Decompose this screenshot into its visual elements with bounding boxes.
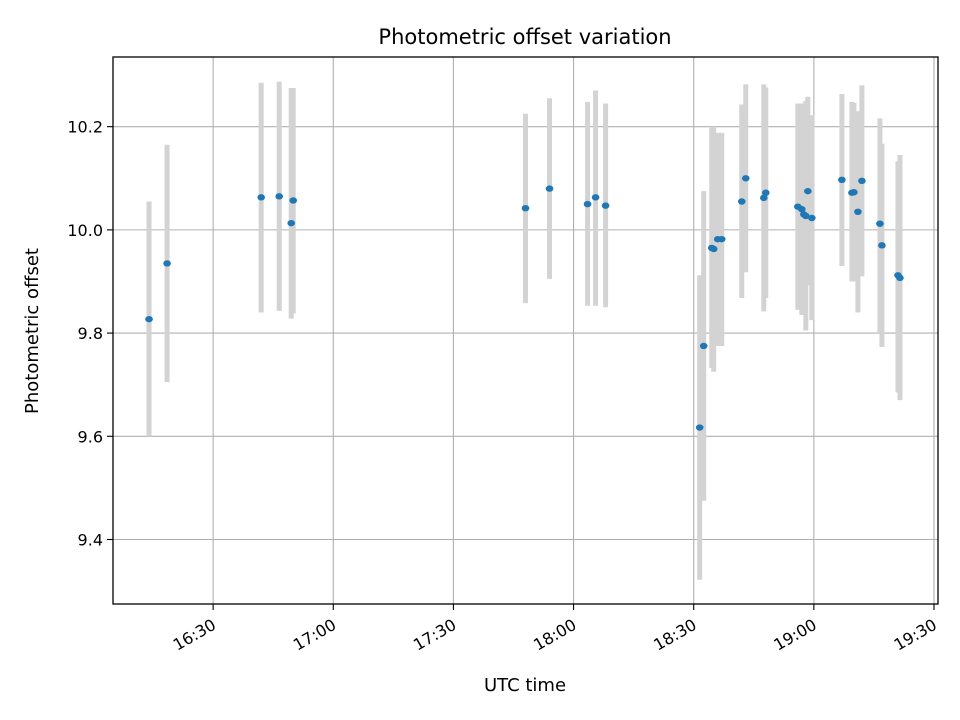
data-point xyxy=(601,202,610,209)
data-points xyxy=(145,175,904,431)
plot-frame xyxy=(112,56,939,605)
data-point xyxy=(275,193,284,200)
data-point xyxy=(759,194,768,202)
data-point xyxy=(289,197,298,204)
data-point xyxy=(737,198,746,205)
data-point xyxy=(695,424,704,431)
data-point xyxy=(808,214,816,222)
data-point xyxy=(838,176,846,184)
y-tick-label: 10.0 xyxy=(67,221,103,240)
data-point xyxy=(858,177,866,185)
data-point xyxy=(876,220,884,227)
data-point xyxy=(257,194,265,201)
data-point xyxy=(802,212,810,220)
y-axis-ticks: 9.4 9.6 9.8 10.0 10.2 xyxy=(67,118,113,549)
data-point xyxy=(521,204,530,212)
data-point xyxy=(850,189,858,196)
data-point xyxy=(896,274,904,282)
y-axis-title: Photometric offset xyxy=(22,248,43,414)
data-point xyxy=(545,185,554,192)
data-point xyxy=(854,208,862,216)
data-point xyxy=(717,235,726,243)
data-point xyxy=(591,194,600,201)
y-tick-label: 9.4 xyxy=(78,530,103,549)
data-point xyxy=(804,187,812,195)
data-point xyxy=(798,206,806,213)
data-point xyxy=(878,242,886,249)
x-axis-title: UTC time xyxy=(484,675,566,696)
chart-title: Photometric offset variation xyxy=(378,25,671,49)
y-tick-label: 9.8 xyxy=(78,324,103,343)
plot-area xyxy=(112,56,939,605)
y-tick-label: 10.2 xyxy=(67,118,103,137)
data-point xyxy=(583,200,592,208)
data-point xyxy=(699,342,708,350)
data-point xyxy=(287,219,296,227)
data-point xyxy=(145,315,153,323)
y-tick-label: 9.6 xyxy=(78,427,103,446)
data-point xyxy=(163,260,171,267)
data-point xyxy=(761,189,770,196)
data-point xyxy=(741,175,750,182)
data-point xyxy=(709,245,718,253)
